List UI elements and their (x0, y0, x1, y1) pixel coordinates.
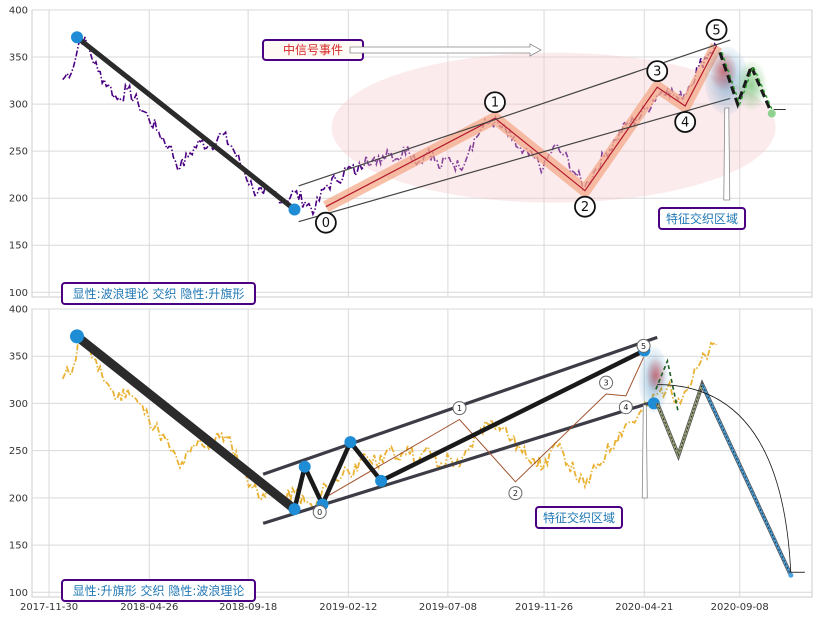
x-tick-label: 2020-09-08 (711, 602, 769, 613)
wave-label-text: 0 (322, 216, 330, 231)
bottom-panel: 100 150 200 250 300 350 400 0 1 2 3 4 5 特征交织区域显性:升旗形 … (9, 305, 813, 613)
feature-zone-box (535, 506, 623, 529)
wave-label-circle (599, 375, 614, 390)
wave-label-text: 2 (581, 200, 589, 215)
wave-label-circle (452, 401, 467, 416)
wave-label-circle (646, 60, 669, 83)
y-tick-label: 150 (9, 541, 28, 552)
forecast-path-green (721, 52, 775, 114)
wave-label-circle (636, 338, 651, 353)
wave-line (325, 45, 718, 208)
x-tick-label: 2020-04-21 (615, 602, 673, 613)
x-tick-label: 2019-11-26 (515, 602, 573, 613)
feature-zone-arrow (723, 107, 731, 201)
top-panel: 100 150 200 250 300 350 400 0 1 2 3 4 5 中信号事件特征交织区域显性… (9, 6, 813, 305)
y-tick-label: 400 (9, 6, 28, 17)
pivot-marker (71, 31, 83, 44)
y-tick-label: 400 (9, 305, 28, 316)
wave-label-circle (705, 18, 728, 41)
wave-label-text: 4 (623, 403, 628, 412)
x-tick-label: 2017-11-30 (20, 602, 78, 613)
wave-label-text: 5 (641, 342, 646, 351)
pivot-marker (344, 436, 357, 449)
wave-label-text: 1 (491, 96, 499, 111)
x-tick-label: 2018-04-26 (120, 602, 178, 613)
wave-label-circle (674, 111, 697, 133)
y-tick-label: 150 (9, 241, 28, 252)
forecast-glow-green (735, 59, 768, 112)
x-tick-label: 2019-07-08 (419, 602, 477, 613)
y-tick-label: 350 (9, 53, 28, 64)
y-tick-label: 100 (9, 288, 28, 299)
wave-label-text: 5 (712, 23, 720, 38)
caption-box (61, 282, 256, 305)
y-tick-label: 300 (9, 100, 28, 111)
plot-area (31, 308, 813, 598)
x-tick-label: 2019-02-12 (319, 602, 377, 613)
wave-thin-line (319, 356, 645, 502)
feature-zone-box (658, 207, 746, 230)
projection-arc (657, 384, 792, 576)
wave-label-text: 0 (317, 508, 322, 517)
wave-label-circle (484, 91, 506, 114)
wave-label-circle (312, 505, 327, 520)
projection-dots (656, 383, 792, 576)
pivot-marker (288, 503, 301, 516)
feature-zone-arrow (641, 404, 648, 499)
flag-lower-line (262, 399, 658, 525)
caption-text: 显性:升旗形 交织 隐性:波浪理论 (73, 583, 245, 598)
channel-lower-line (298, 97, 731, 223)
pivot-marker (70, 329, 84, 344)
y-tick-label: 200 (9, 194, 28, 205)
projection-end-marker (788, 572, 794, 578)
wave-label-text: 1 (457, 404, 462, 413)
y-tick-label: 200 (9, 493, 28, 504)
pivot-marker (298, 460, 311, 473)
signal-event-label: 中信号事件 (283, 42, 343, 57)
pivot-marker (375, 474, 388, 487)
forecast-path-dark (718, 51, 774, 115)
signal-event-arrow (349, 43, 542, 57)
y-tick-label: 250 (9, 147, 28, 158)
forecast-path-green (655, 358, 680, 414)
flag-pole-line (72, 331, 299, 514)
wave-label-text: 4 (681, 115, 689, 130)
wave-label-text: 3 (653, 65, 661, 80)
caption-text: 显性:波浪理论 交织 隐性:升旗形 (73, 286, 245, 301)
wave-label-text: 3 (604, 379, 609, 388)
feature-zone-label: 特征交织区域 (666, 211, 738, 226)
forecast-glow-red (709, 51, 738, 92)
y-tick-label: 300 (9, 399, 28, 410)
y-tick-label: 250 (9, 446, 28, 457)
wave-label-circle (508, 486, 523, 501)
flag-zigzag-line (292, 348, 646, 510)
pivot-marker (288, 203, 301, 216)
price-line (61, 332, 718, 511)
wave-label-text: 2 (513, 489, 518, 498)
wave-label-circle (314, 211, 337, 234)
forecast-glow-red (645, 357, 666, 394)
wave-label-circle (618, 400, 633, 415)
feature-zone-label: 特征交织区域 (543, 510, 615, 525)
wave-label-circle (574, 195, 596, 218)
y-tick-label: 350 (9, 352, 28, 363)
caption-box (61, 579, 256, 602)
flag-pole-line (74, 34, 297, 212)
x-tick-label: 2018-09-18 (219, 602, 277, 613)
y-tick-label: 100 (9, 588, 28, 599)
forecast-end-marker (767, 109, 776, 118)
